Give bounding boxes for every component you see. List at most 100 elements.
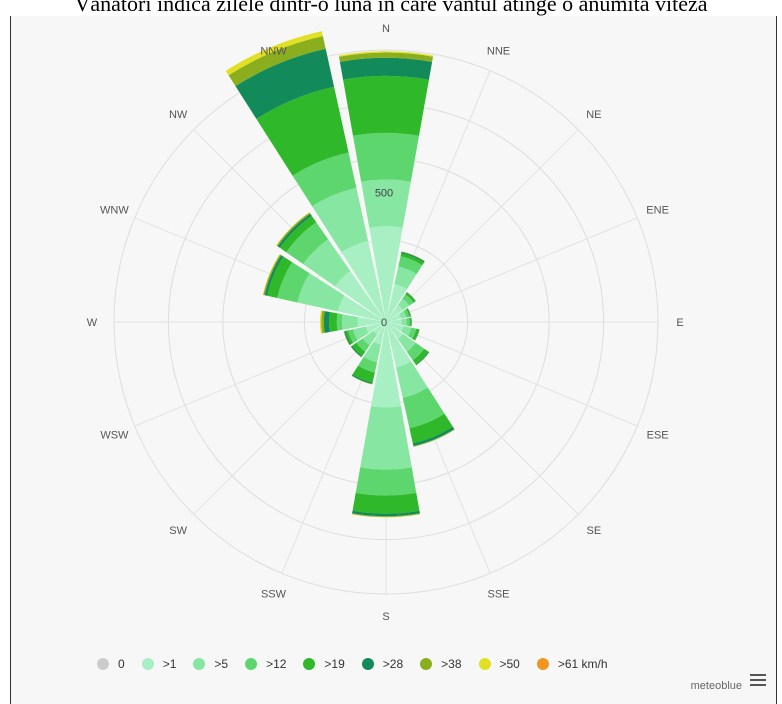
wedge-wnw-1[interactable] xyxy=(337,295,386,322)
wedge-nw-3[interactable] xyxy=(286,222,329,265)
wedge-ne-5[interactable] xyxy=(406,292,416,302)
wedge-w-5[interactable] xyxy=(323,311,330,333)
wedge-nne-2[interactable] xyxy=(394,266,417,290)
wedge-sse-2[interactable] xyxy=(396,361,428,398)
meteoblue-credit[interactable]: meteoblue xyxy=(690,680,742,692)
wedge-n-3[interactable] xyxy=(352,132,420,182)
wedge-s-4[interactable] xyxy=(352,492,420,514)
wedge-sw-4[interactable] xyxy=(352,342,366,356)
wedge-wnw-6[interactable] xyxy=(263,254,282,296)
wedge-ssw-5[interactable] xyxy=(351,374,373,384)
wedge-sw-3[interactable] xyxy=(356,338,370,352)
wedge-s-3[interactable] xyxy=(355,467,417,496)
wedge-e-4[interactable] xyxy=(409,317,412,327)
legend-item[interactable]: >12 xyxy=(245,657,286,671)
wedge-s-1[interactable] xyxy=(371,322,401,408)
wedge-nnw-3[interactable] xyxy=(292,152,357,207)
wedge-sse-4[interactable] xyxy=(409,413,453,444)
wedge-n-1[interactable] xyxy=(369,226,403,322)
wedge-sw-2[interactable] xyxy=(362,330,378,346)
wedge-ene-2[interactable] xyxy=(399,310,407,319)
wedge-se-5[interactable] xyxy=(415,351,430,366)
legend-item[interactable]: >19 xyxy=(303,657,345,671)
wedge-ene-1[interactable] xyxy=(386,313,402,322)
wedge-ne-2[interactable] xyxy=(397,298,410,311)
wedge-wnw-5[interactable] xyxy=(264,255,284,296)
wedge-ese-5[interactable] xyxy=(414,329,420,341)
wedge-nnw-7[interactable] xyxy=(225,31,323,76)
wedge-e-3[interactable] xyxy=(406,317,410,327)
wedge-ese-3[interactable] xyxy=(407,327,417,339)
wedge-wsw-4[interactable] xyxy=(345,330,354,345)
wedge-nw-5[interactable] xyxy=(277,213,312,248)
wedge-ssw-6[interactable] xyxy=(351,375,373,385)
wedge-e-5[interactable] xyxy=(410,317,412,327)
wedge-ne-1[interactable] xyxy=(386,305,403,322)
wedge-n-7[interactable] xyxy=(338,51,434,57)
wedge-nne-1[interactable] xyxy=(386,284,407,322)
wedge-n-2[interactable] xyxy=(361,179,411,228)
wedge-n-4[interactable] xyxy=(343,75,429,136)
wedge-wsw-6[interactable] xyxy=(343,331,350,346)
wedge-s-7[interactable] xyxy=(351,514,421,518)
wedge-ne-3[interactable] xyxy=(402,294,414,306)
wedge-sse-5[interactable] xyxy=(412,426,455,446)
wedge-sse-1[interactable] xyxy=(386,322,412,368)
wedge-nnw-2[interactable] xyxy=(312,187,369,253)
wedge-w-2[interactable] xyxy=(341,314,358,330)
wedge-w-3[interactable] xyxy=(336,313,343,331)
wedge-ene-4[interactable] xyxy=(406,308,411,317)
wedge-ssw-1[interactable] xyxy=(373,322,386,345)
wedge-w-1[interactable] xyxy=(357,317,386,327)
wedge-nw-1[interactable] xyxy=(335,271,386,322)
wedge-nne-5[interactable] xyxy=(401,251,425,263)
legend-item[interactable]: 0 xyxy=(97,657,125,671)
wedge-wnw-3[interactable] xyxy=(277,262,310,303)
wedge-ne-4[interactable] xyxy=(405,292,416,303)
wedge-ssw-3[interactable] xyxy=(358,356,378,373)
wedge-wnw-2[interactable] xyxy=(297,273,345,312)
hamburger-menu-icon[interactable] xyxy=(750,674,766,686)
wedge-e-2[interactable] xyxy=(401,318,407,326)
wedge-n-6[interactable] xyxy=(338,52,434,62)
wedge-nw-4[interactable] xyxy=(279,215,317,253)
wedge-sse-3[interactable] xyxy=(402,387,445,429)
wedge-sw-5[interactable] xyxy=(350,345,363,358)
wedge-s-5[interactable] xyxy=(352,510,420,517)
wedge-sw-1[interactable] xyxy=(373,322,386,335)
wedge-nw-2[interactable] xyxy=(303,239,351,287)
wedge-se-4[interactable] xyxy=(412,348,429,365)
wedge-ene-5[interactable] xyxy=(407,308,412,317)
wedge-nne-6[interactable] xyxy=(401,251,425,262)
wedge-ese-4[interactable] xyxy=(412,328,419,341)
wedge-n-5[interactable] xyxy=(339,57,433,80)
wedge-nne-4[interactable] xyxy=(400,253,424,266)
legend-item[interactable]: >5 xyxy=(193,657,228,671)
wedge-wsw-2[interactable] xyxy=(353,326,369,341)
wedge-wnw-4[interactable] xyxy=(267,256,293,298)
wedge-se-1[interactable] xyxy=(386,322,403,339)
wedge-wsw-5[interactable] xyxy=(344,330,352,345)
wedge-nne-3[interactable] xyxy=(398,256,423,274)
wedge-se-2[interactable] xyxy=(397,333,416,352)
wedge-ese-1[interactable] xyxy=(386,322,404,332)
wedge-nnw-1[interactable] xyxy=(341,241,386,322)
wedge-nw-6[interactable] xyxy=(276,212,311,247)
wedge-ssw-2[interactable] xyxy=(363,341,381,363)
wedge-w-7[interactable] xyxy=(319,310,323,334)
legend-item[interactable]: >61 km/h xyxy=(536,657,608,671)
wedge-e-6[interactable] xyxy=(411,317,412,327)
wedge-se-3[interactable] xyxy=(406,342,425,361)
wedge-s-6[interactable] xyxy=(351,513,421,518)
legend-item[interactable]: >38 xyxy=(420,657,462,671)
wedge-wsw-1[interactable] xyxy=(365,322,386,334)
wedge-nnw-5[interactable] xyxy=(235,48,335,119)
legend-item[interactable]: >50 xyxy=(478,657,520,671)
wedge-nnw-4[interactable] xyxy=(256,86,349,176)
wedge-e-1[interactable] xyxy=(386,319,402,325)
legend-item[interactable]: >1 xyxy=(141,657,176,671)
wedge-ene-3[interactable] xyxy=(403,309,410,318)
wedge-ene-6[interactable] xyxy=(407,308,412,317)
wedge-wsw-3[interactable] xyxy=(348,329,358,343)
wedge-ese-2[interactable] xyxy=(401,325,412,336)
